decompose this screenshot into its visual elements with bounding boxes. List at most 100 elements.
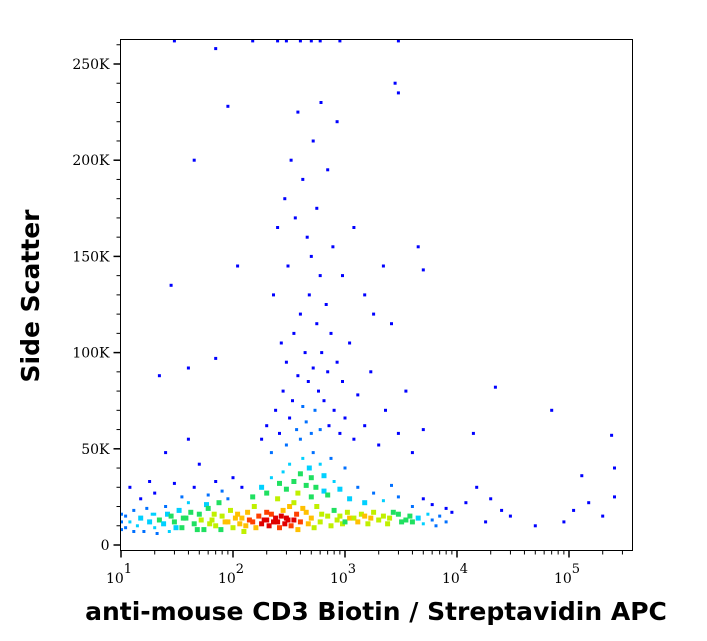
data-point [297, 471, 303, 477]
data-point [230, 525, 236, 531]
data-point [291, 399, 294, 403]
data-point [204, 502, 209, 508]
data-point [142, 530, 146, 533]
data-point [124, 514, 128, 518]
data-point [444, 520, 448, 524]
data-point [282, 521, 288, 527]
data-point [404, 389, 408, 393]
data-point [239, 515, 245, 521]
data-point [587, 501, 591, 505]
data-point [329, 331, 333, 335]
data-point [180, 515, 186, 521]
data-point [347, 496, 353, 502]
data-point [317, 389, 320, 393]
x-tick-label: 105 [554, 562, 580, 587]
data-point [241, 529, 247, 534]
data-point [309, 39, 313, 43]
data-point [165, 511, 170, 517]
data-point [205, 505, 211, 511]
data-point [396, 39, 400, 43]
x-tick-exponent: 2 [236, 562, 244, 577]
data-point [186, 437, 190, 441]
data-point [613, 466, 616, 470]
data-point [365, 521, 371, 527]
data-point [120, 528, 123, 532]
data-point [214, 480, 218, 483]
data-point [157, 374, 161, 378]
x-tick-base: 10 [442, 571, 460, 587]
data-point [301, 405, 305, 408]
data-point [341, 380, 344, 383]
data-point [371, 509, 377, 515]
data-point [421, 428, 425, 432]
data-point [192, 485, 196, 489]
data-point [179, 525, 185, 531]
data-point [222, 519, 228, 525]
data-point [434, 524, 438, 528]
data-point [334, 517, 340, 523]
data-point [329, 456, 333, 460]
data-point [284, 443, 288, 447]
data-point [173, 525, 179, 531]
data-point [236, 264, 240, 268]
data-point [368, 515, 374, 521]
data-point [192, 158, 196, 162]
data-point [416, 245, 420, 249]
data-point [295, 527, 301, 533]
data-point [331, 507, 337, 513]
x-tick-label: 103 [330, 562, 356, 587]
data-point [311, 451, 315, 455]
data-point [319, 101, 323, 104]
data-point [390, 483, 393, 487]
data-point [319, 511, 325, 517]
data-point [613, 495, 616, 499]
data-point [380, 513, 386, 519]
data-point [464, 501, 468, 505]
data-point [153, 526, 157, 530]
data-point [277, 480, 282, 486]
data-point [172, 39, 176, 43]
data-point [387, 515, 393, 521]
data-point [326, 370, 330, 374]
data-point [147, 519, 153, 525]
data-point [150, 512, 154, 516]
data-point [246, 517, 252, 523]
data-point [298, 312, 302, 316]
data-point [279, 341, 283, 345]
data-point [251, 39, 255, 43]
data-point [194, 527, 200, 533]
data-point [352, 437, 356, 441]
data-point [168, 513, 174, 519]
data-point [206, 493, 210, 497]
data-point [369, 370, 373, 374]
data-point [291, 517, 297, 523]
data-point [296, 110, 300, 114]
data-point [161, 521, 167, 527]
data-point [301, 456, 305, 460]
data-point [337, 513, 343, 519]
data-point [285, 517, 291, 523]
data-point [295, 490, 301, 496]
data-point [271, 519, 276, 525]
data-point [337, 486, 343, 492]
x-tick-exponent: 5 [572, 562, 580, 577]
data-point [396, 431, 400, 435]
data-point [318, 428, 322, 432]
data-point [301, 177, 305, 181]
data-point [326, 168, 330, 172]
y-tick-label: 250K [72, 57, 110, 73]
data-point [277, 525, 282, 531]
data-point [216, 500, 222, 506]
data-point [275, 519, 281, 525]
data-point [396, 495, 400, 499]
data-point [363, 293, 367, 297]
data-point [243, 523, 249, 529]
data-point [407, 513, 413, 519]
data-point [321, 473, 327, 479]
data-point [343, 416, 347, 420]
data-point [226, 104, 230, 108]
data-point [315, 206, 319, 210]
data-point [304, 420, 308, 424]
y-tick-label: 200K [72, 153, 110, 169]
